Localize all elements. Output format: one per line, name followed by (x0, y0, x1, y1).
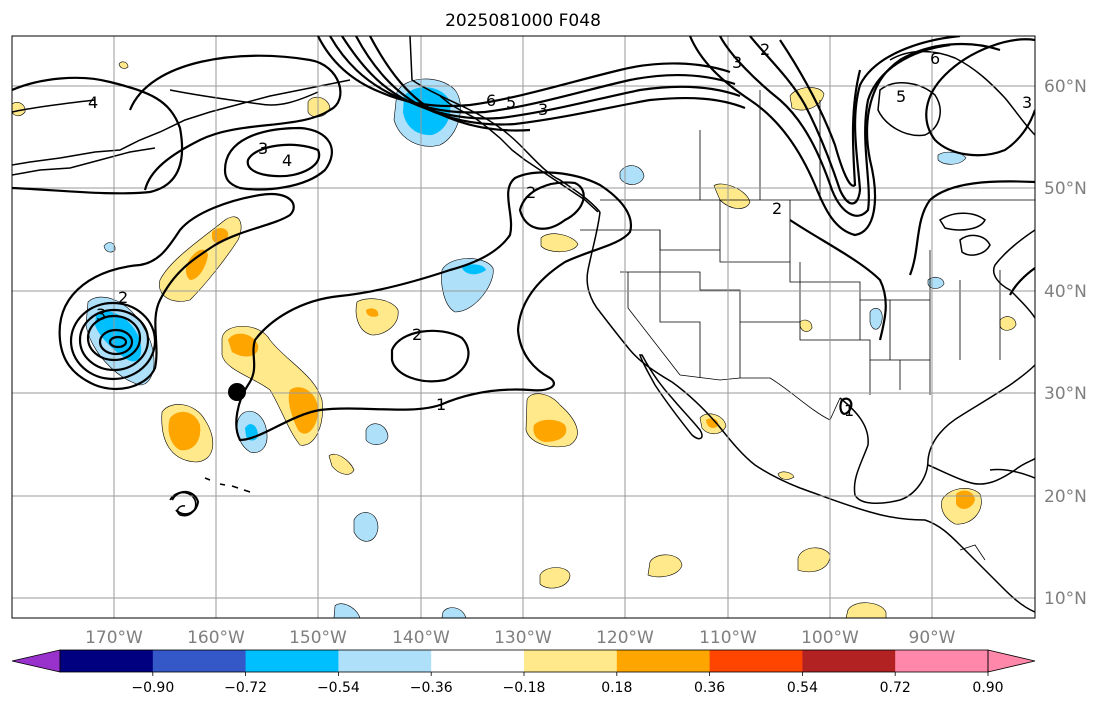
colorbar-tick-label: −0.90 (131, 680, 174, 696)
lon-tick-label: 130°W (494, 628, 552, 648)
contour-label: 5 (506, 93, 516, 112)
map-frame (11, 35, 1036, 619)
contour-label: 3 (1022, 93, 1032, 112)
contour-label: 2 (526, 183, 536, 202)
colorbar-tick-label: 0.90 (972, 680, 1003, 696)
contour-label: 6 (486, 91, 496, 110)
colorbar-bin (431, 650, 525, 672)
colorbar-bin (616, 650, 711, 672)
contour-label: 4 (282, 151, 292, 170)
map-panel: 4 3 4 2 3 6 5 3 2 2 3 2 1 2 6 5 3 1 (12, 36, 1035, 618)
colorbar-tick-label: 0.36 (694, 680, 725, 696)
contour-label: 6 (930, 49, 940, 68)
colorbar-bin (895, 650, 989, 672)
figure-title: 2025081000 F048 (445, 11, 601, 31)
colorbar-bin (60, 650, 154, 672)
colorbar-tick-label: −0.72 (224, 680, 267, 696)
contour-label: 3 (96, 305, 106, 324)
colorbar-extend-high (987, 649, 1036, 673)
colorbar-bin (245, 650, 339, 672)
lat-tick-label: 50°N (1044, 179, 1087, 199)
colorbar-bin (524, 650, 618, 672)
lat-tick-label: 40°N (1044, 282, 1087, 302)
colorbar-bin (802, 650, 896, 672)
lat-tick-label: 20°N (1044, 487, 1087, 507)
contour-label: 3 (732, 53, 742, 72)
lon-tick-label: 120°W (596, 628, 654, 648)
colorbar-extend-low (11, 649, 61, 673)
shaded-anomalies (12, 61, 1017, 618)
lon-tick-label: 170°W (85, 628, 143, 648)
lon-tick-label: 160°W (187, 628, 245, 648)
lon-tick-label: 100°W (801, 628, 859, 648)
lon-tick-label: 150°W (289, 628, 347, 648)
contour-label: 2 (412, 325, 422, 344)
latitude-ticks: 60°N 50°N 40°N 30°N 20°N 10°N (1044, 77, 1087, 609)
storm-center-marker (228, 383, 246, 401)
contour-label: 2 (772, 199, 782, 218)
lon-tick-label: 110°W (699, 628, 757, 648)
lon-tick-label: 90°W (909, 628, 956, 648)
colorbar-bin (338, 650, 432, 672)
contour-label: 2 (118, 288, 128, 307)
contour-label: 1 (436, 395, 446, 414)
coastlines (12, 36, 1035, 613)
contour-label: 3 (538, 100, 548, 119)
lat-tick-label: 60°N (1044, 77, 1087, 97)
contour-label: 3 (258, 139, 268, 158)
contour-label: 1 (844, 401, 854, 420)
contour-labels: 4 3 4 2 3 6 5 3 2 2 3 2 1 2 6 5 3 1 (88, 40, 1032, 420)
contour-label: 5 (896, 87, 906, 106)
lon-tick-label: 140°W (392, 628, 450, 648)
contour-label: 4 (88, 93, 98, 112)
graticule (12, 36, 1035, 618)
contour-lines (12, 36, 1035, 516)
contour-label: 2 (760, 40, 770, 59)
lat-tick-label: 30°N (1044, 384, 1087, 404)
colorbar-tick-label: 0.54 (787, 680, 818, 696)
colorbar-tick-label: 0.72 (880, 680, 911, 696)
colorbar: −0.90 −0.72 −0.54 −0.36 −0.18 0.18 0.36 0.54 0.7… (11, 649, 1036, 696)
colorbar-tick-label: −0.36 (410, 680, 453, 696)
lat-tick-label: 10°N (1044, 589, 1087, 609)
colorbar-tick-label: −0.18 (503, 680, 546, 696)
colorbar-tick-label: 0.18 (601, 680, 632, 696)
colorbar-tick-label: −0.54 (317, 680, 360, 696)
colorbar-bin (152, 650, 247, 672)
colorbar-bin (709, 650, 803, 672)
longitude-ticks: 170°W 160°W 150°W 140°W 130°W 120°W 110°… (85, 628, 956, 648)
